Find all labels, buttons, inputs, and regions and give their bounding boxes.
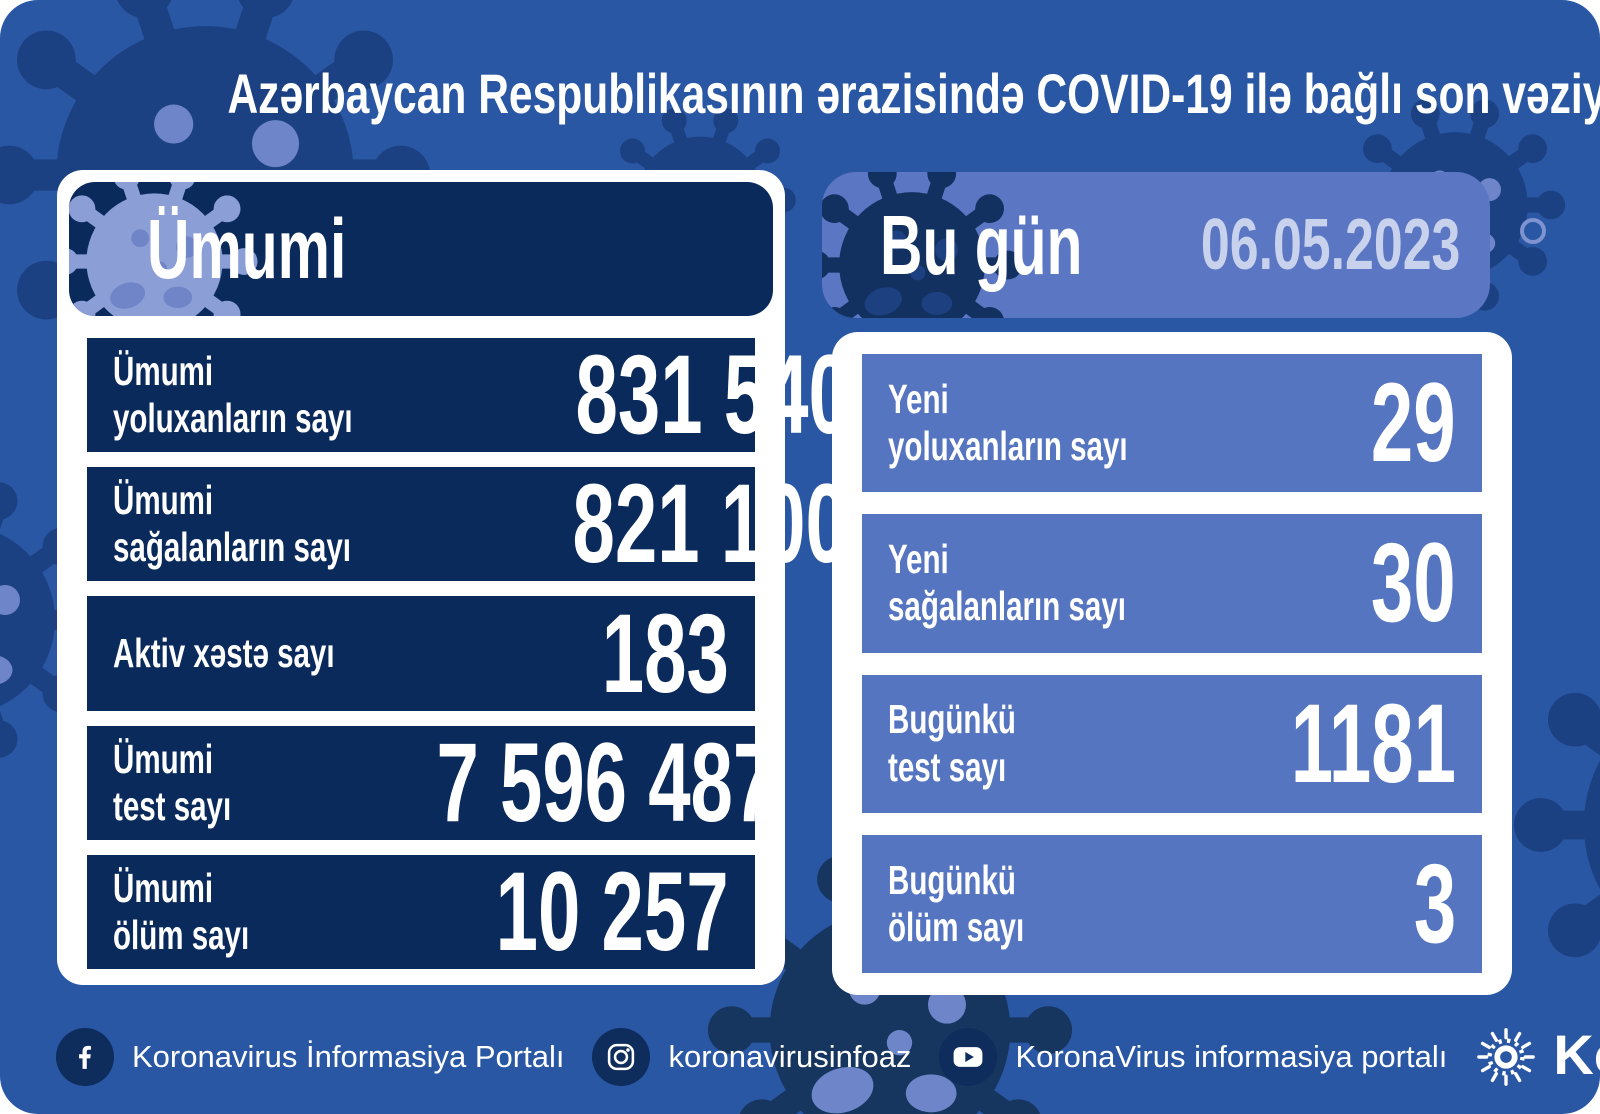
stat-row-today-deaths: Bugünkü ölüm sayı 3: [862, 834, 1482, 973]
instagram-link[interactable]: koronavirusinfoaz: [592, 1028, 911, 1086]
stat-row-active-cases: Aktiv xəstə sayı 183: [87, 590, 755, 716]
today-header-label: Bu gün: [880, 198, 1083, 292]
stat-row-today-tests: Bugünkü test sayı 1181: [862, 674, 1482, 813]
page-title: Azərbaycan Respublikasının ərazisində CO…: [227, 62, 1600, 125]
stat-value: 30: [1371, 520, 1456, 646]
facebook-icon[interactable]: [56, 1028, 114, 1086]
today-header: Bu gün 06.05.2023: [822, 172, 1490, 318]
stat-value: 3: [1413, 840, 1456, 966]
stat-label: Bugünkü test sayı: [888, 696, 1016, 790]
totals-card: Ümumi Ümumi yoluxanların sayı 831 540 Ümu…: [57, 170, 851, 985]
facebook-label[interactable]: Koronavirus İnformasiya Portalı: [132, 1039, 565, 1074]
today-rows: Yeni yoluxanların sayı 29 Yeni sağalanları…: [862, 354, 1482, 973]
virus-decoration: [1505, 610, 1600, 1040]
brand-logo: KoronaVirus info: [1475, 1026, 1600, 1088]
stat-label: Ümumi yoluxanların sayı: [113, 347, 353, 442]
stat-label: Ümumi sağalanların sayı: [113, 477, 351, 571]
footer: Koronavirus İnformasiya Portalı koronavi…: [0, 1000, 1600, 1114]
stat-label: Ümumi ölüm sayı: [113, 864, 250, 958]
stat-label: Yeni yoluxanların sayı: [888, 375, 1128, 470]
stat-row-total-infected: Ümumi yoluxanların sayı 831 540: [87, 338, 851, 453]
stat-value: 831 540: [575, 332, 851, 458]
brand-virus-icon: [1477, 1028, 1536, 1086]
today-card: Yeni yoluxanların sayı 29 Yeni sağalanları…: [832, 332, 1512, 995]
stat-value: 7 596 487: [436, 719, 776, 845]
stat-value: 183: [601, 590, 729, 716]
brand-name: KoronaVirus: [1553, 1023, 1600, 1086]
stat-label: Yeni sağalanların sayı: [888, 536, 1126, 630]
totals-header-label: Ümumi: [147, 202, 347, 296]
stat-label: Aktiv xəstə sayı: [113, 629, 335, 676]
report-date: 06.05.2023: [1200, 205, 1460, 285]
stat-row-new-recovered: Yeni sağalanların sayı 30: [862, 514, 1482, 653]
stat-row-new-infected: Yeni yoluxanların sayı 29: [862, 354, 1482, 493]
instagram-label[interactable]: koronavirusinfoaz: [668, 1039, 912, 1074]
youtube-link[interactable]: KoronaVirus informasiya portalı: [939, 1028, 1447, 1086]
stat-row-total-recovered: Ümumi sağalanların sayı 821 100: [87, 467, 848, 582]
youtube-icon[interactable]: [939, 1028, 998, 1086]
stat-label: Ümumi test sayı: [113, 735, 232, 829]
facebook-link[interactable]: Koronavirus İnformasiya Portalı: [56, 1028, 564, 1086]
totals-header: Ümumi: [69, 182, 773, 316]
youtube-label[interactable]: KoronaVirus informasiya portalı: [1015, 1039, 1448, 1074]
stat-label: Bugünkü ölüm sayı: [888, 856, 1025, 950]
totals-rows: Ümumi yoluxanların sayı 831 540 Ümumi sağa…: [87, 338, 851, 974]
instagram-icon[interactable]: [592, 1028, 651, 1086]
stat-row-total-tests: Ümumi test sayı 7 596 487: [87, 725, 775, 840]
stat-value: 821 100: [573, 461, 849, 587]
stat-value: 1181: [1290, 680, 1456, 806]
stat-value: 10 257: [496, 848, 729, 974]
stat-value: 29: [1371, 360, 1456, 486]
stat-row-total-deaths: Ümumi ölüm sayı 10 257: [87, 848, 755, 974]
dot-decoration: [1520, 218, 1546, 244]
